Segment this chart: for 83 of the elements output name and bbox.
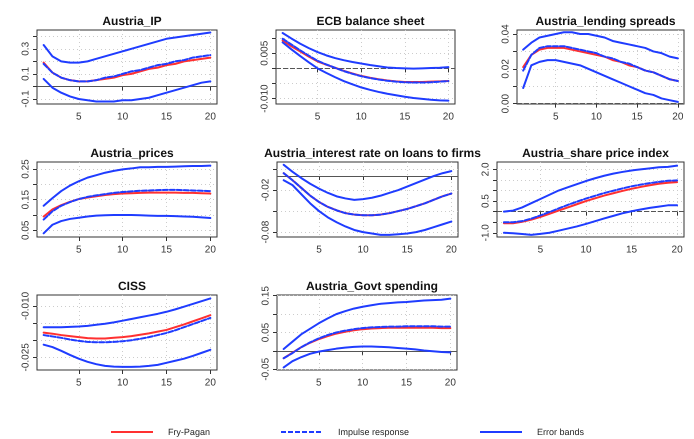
chart-title: Austria_prices xyxy=(90,146,174,160)
x-tick-label: 10 xyxy=(590,112,602,122)
x-tick-label: 20 xyxy=(672,244,684,256)
x-tick-label: 20 xyxy=(672,112,684,122)
y-tick-label: -0.010 xyxy=(20,291,32,320)
line-series xyxy=(282,179,452,236)
line-series xyxy=(282,298,452,350)
x-tick-label: 10 xyxy=(580,244,592,256)
y-tick-label: -0.02 xyxy=(260,178,272,202)
x-tick-label: 15 xyxy=(160,112,172,122)
x-tick-label: 5 xyxy=(316,244,322,256)
y-tick-label: 0.3 xyxy=(20,41,32,56)
x-tick-label: 15 xyxy=(160,244,172,256)
y-tick-label: 0.25 xyxy=(20,158,32,179)
chart-title: Austria_Govt spending xyxy=(306,279,438,293)
line-series xyxy=(282,32,450,70)
x-tick-label: 5 xyxy=(76,378,82,388)
x-tick-label: 10 xyxy=(357,378,369,388)
line-series xyxy=(282,345,452,368)
x-tick-label: 10 xyxy=(117,244,129,256)
y-tick-label: 0.1 xyxy=(20,66,32,81)
line-series xyxy=(42,344,212,368)
x-tick-label: 10 xyxy=(356,112,368,122)
line-series xyxy=(42,297,212,328)
x-tick-label: 5 xyxy=(316,378,322,388)
y-tick-label: 2.0 xyxy=(480,162,492,176)
y-tick-label: 0.005 xyxy=(260,40,270,66)
line-series xyxy=(42,32,212,64)
y-tick-label: 0.5 xyxy=(480,194,492,208)
x-tick-label: 5 xyxy=(552,112,559,122)
chart-title: Austria_IP xyxy=(102,14,162,28)
y-tick-label: 0.00 xyxy=(500,93,512,114)
legend-label: Error bands xyxy=(537,427,584,437)
legend-label: Impulse response xyxy=(338,427,410,437)
x-tick-label: 5 xyxy=(314,112,321,122)
line-series xyxy=(282,41,450,102)
x-tick-label: 10 xyxy=(358,244,370,256)
x-tick-label: 10 xyxy=(117,112,129,122)
x-tick-label: 15 xyxy=(160,378,172,388)
y-tick-label: 0.04 xyxy=(500,24,512,44)
x-tick-label: 15 xyxy=(399,112,411,122)
y-tick-label: -0.010 xyxy=(260,84,270,113)
y-tick-label: -1.0 xyxy=(480,224,492,242)
y-tick-label: -0.025 xyxy=(20,342,32,372)
chart-title: Austria_lending spreads xyxy=(535,14,676,28)
x-tick-label: 5 xyxy=(76,244,82,256)
x-tick-label: 15 xyxy=(402,244,414,256)
chart-title: Austria_share price index xyxy=(522,146,670,160)
line-series xyxy=(42,316,212,344)
x-tick-label: 20 xyxy=(204,244,216,256)
chart-title: Austria_interest rate on loans to firms xyxy=(264,146,482,160)
chart-title: ECB balance sheet xyxy=(316,14,425,28)
line-series xyxy=(42,164,212,207)
line-series xyxy=(502,204,678,236)
x-tick-label: 20 xyxy=(204,378,216,388)
x-tick-label: 15 xyxy=(626,244,638,256)
x-tick-label: 20 xyxy=(442,112,454,122)
y-tick-label: -0.1 xyxy=(20,90,32,108)
line-series xyxy=(282,164,452,201)
chart-title: CISS xyxy=(118,279,146,293)
y-tick-label: 0.05 xyxy=(260,322,272,342)
x-tick-label: 5 xyxy=(538,244,544,256)
line-series xyxy=(502,164,678,213)
line-series xyxy=(282,172,452,216)
y-tick-label: -0.05 xyxy=(260,357,272,381)
x-tick-label: 15 xyxy=(400,378,412,388)
x-tick-label: 15 xyxy=(632,112,644,122)
legend-label: Fry-Pagan xyxy=(168,427,210,437)
line-series xyxy=(42,78,212,102)
y-tick-label: -0.08 xyxy=(260,220,272,244)
x-tick-label: 20 xyxy=(444,378,456,388)
y-tick-label: 0.05 xyxy=(20,220,32,240)
line-series xyxy=(522,59,679,103)
x-tick-label: 20 xyxy=(204,112,216,122)
line-series xyxy=(42,214,212,234)
line-series xyxy=(522,31,679,60)
line-series xyxy=(42,314,212,340)
x-tick-label: 20 xyxy=(446,244,458,256)
x-tick-label: 5 xyxy=(76,112,82,122)
y-tick-label: 0.15 xyxy=(260,286,272,306)
y-tick-label: 0.02 xyxy=(500,58,512,79)
x-tick-label: 10 xyxy=(117,378,129,388)
y-tick-label: 0.15 xyxy=(20,189,32,210)
